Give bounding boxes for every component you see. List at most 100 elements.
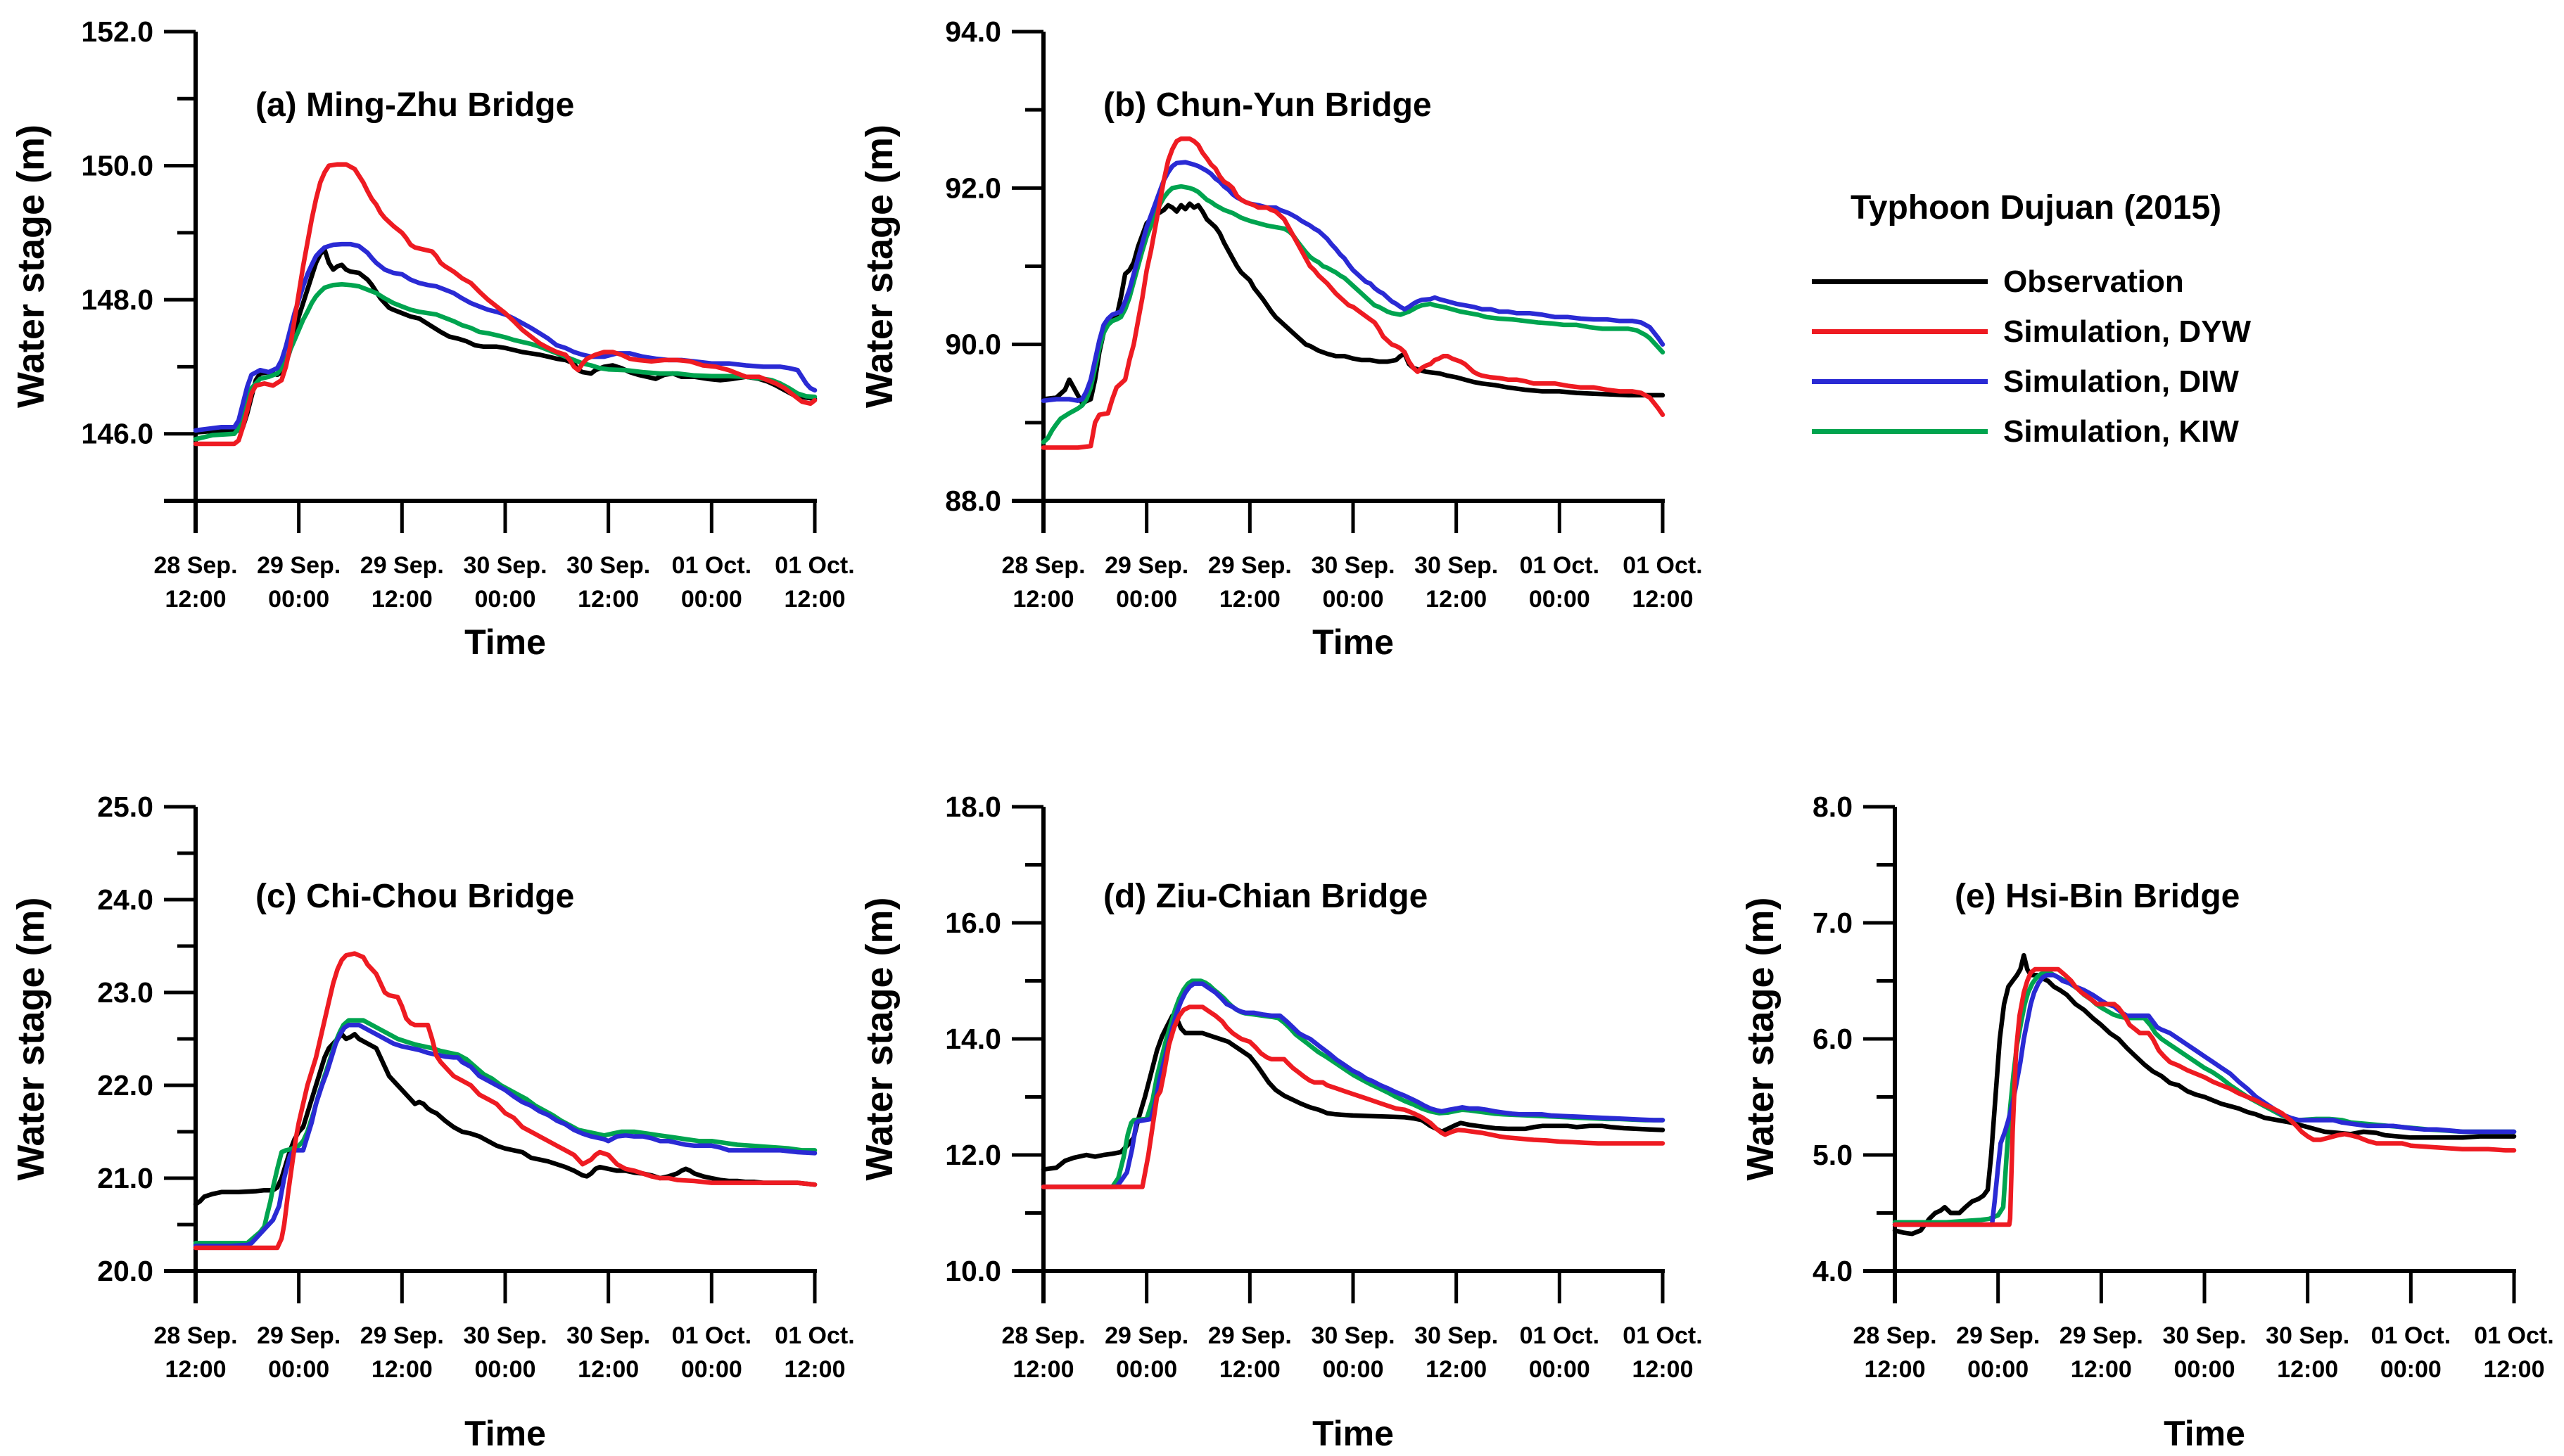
y-tick-label: 12.0 — [945, 1139, 1001, 1171]
y-tick-label: 146.0 — [81, 418, 153, 450]
x-tick-date: 01 Oct. — [1520, 552, 1599, 579]
y-tick-label: 25.0 — [97, 791, 153, 823]
x-tick-date: 29 Sep. — [257, 552, 341, 579]
x-tick-date: 01 Oct. — [775, 552, 854, 579]
x-tick-time: 12:00 — [165, 586, 227, 613]
x-tick-time: 00:00 — [1323, 1356, 1384, 1383]
x-axis-title: Time — [1312, 1414, 1394, 1453]
x-tick-time: 00:00 — [1323, 586, 1384, 613]
legend-swatch-line — [1812, 379, 1988, 384]
series-simulation-kiw — [1041, 978, 1665, 1189]
y-axis-title: Water stage (m) — [858, 897, 901, 1180]
chart-c: 20.0 21.0 22.0 23.0 24.0 25.0 28 Sep. 12:00 29 S… — [10, 791, 855, 1453]
legend-title: Typhoon Dujuan (2015) — [1851, 189, 2222, 226]
x-tick-time: 12:00 — [2277, 1356, 2338, 1383]
x-tick-date: 29 Sep. — [360, 552, 444, 579]
legend-swatch-line — [1812, 279, 1988, 284]
y-tick-label: 150.0 — [81, 150, 153, 182]
x-tick-time: 12:00 — [578, 586, 639, 613]
y-tick-label: 148.0 — [81, 283, 153, 316]
x-tick-date: 28 Sep. — [1001, 1322, 1085, 1349]
legend-item-label: Simulation, DIW — [2003, 364, 2239, 399]
x-axis-title: Time — [464, 622, 546, 662]
y-tick-label: 152.0 — [81, 15, 153, 48]
y-tick-label: 24.0 — [97, 883, 153, 916]
x-tick-date: 01 Oct. — [1623, 1322, 1702, 1349]
y-tick-label: 16.0 — [945, 907, 1001, 939]
x-tick-date: 01 Oct. — [1520, 1322, 1599, 1349]
series-simulation-kiw — [193, 1018, 818, 1246]
chart-title: (e) Hsi-Bin Bridge — [1955, 878, 2240, 915]
x-tick-date: 01 Oct. — [2371, 1322, 2451, 1349]
x-tick-date: 29 Sep. — [360, 1322, 444, 1349]
x-tick-date: 30 Sep. — [463, 1322, 547, 1349]
x-tick-time: 12:00 — [1865, 1356, 1926, 1383]
series-observation — [193, 1032, 818, 1207]
x-tick-time: 00:00 — [1529, 1356, 1590, 1383]
series-simulation-kiw — [1041, 184, 1665, 445]
x-tick-time: 00:00 — [1529, 586, 1590, 613]
legend-items: Observation Simulation, DYW Simulation, DI… — [1801, 257, 2435, 456]
legend-item: Simulation, DIW — [1801, 357, 2435, 407]
y-tick-label: 20.0 — [97, 1255, 153, 1287]
y-tick-label: 5.0 — [1813, 1139, 1853, 1171]
x-tick-date: 30 Sep. — [1311, 1322, 1395, 1349]
y-tick-label: 7.0 — [1813, 907, 1853, 939]
y-tick-label: 90.0 — [945, 328, 1001, 361]
x-tick-time: 12:00 — [1632, 586, 1694, 613]
chart-a: 146.0 148.0 150.0 152.0 28 Sep. 12:00 29 Sep. 0… — [10, 15, 855, 662]
legend-item: Simulation, KIW — [1801, 407, 2435, 456]
series-simulation-dyw — [193, 162, 818, 447]
x-tick-date: 01 Oct. — [672, 1322, 751, 1349]
x-tick-date: 28 Sep. — [153, 552, 237, 579]
series-simulation-dyw — [1041, 136, 1665, 450]
chart-title: (d) Ziu-Chian Bridge — [1103, 878, 1428, 915]
x-tick-time: 00:00 — [1116, 1356, 1177, 1383]
legend-item-label: Simulation, KIW — [2003, 414, 2239, 449]
series-simulation-dyw — [1892, 966, 2517, 1227]
x-tick-time: 12:00 — [1013, 1356, 1074, 1383]
y-tick-label: 8.0 — [1813, 791, 1853, 823]
x-tick-time: 12:00 — [1219, 586, 1281, 613]
legend-item-label: Observation — [2003, 264, 2184, 299]
x-tick-time: 00:00 — [1967, 1356, 2029, 1383]
x-tick-date: 30 Sep. — [566, 552, 650, 579]
legend-item: Simulation, DYW — [1801, 307, 2435, 357]
chart-title: (b) Chun-Yun Bridge — [1103, 87, 1432, 124]
x-tick-time: 12:00 — [785, 1356, 846, 1383]
x-tick-time: 12:00 — [1219, 1356, 1281, 1383]
x-tick-time: 12:00 — [165, 1356, 227, 1383]
x-tick-date: 30 Sep. — [1414, 1322, 1498, 1349]
chart-b: 88.0 90.0 92.0 94.0 28 Sep. 12:00 29 Sep. 00:00… — [858, 15, 1703, 662]
x-tick-date: 28 Sep. — [153, 1322, 237, 1349]
legend-item-label: Simulation, DYW — [2003, 314, 2251, 349]
x-tick-time: 00:00 — [268, 1356, 329, 1383]
x-tick-date: 29 Sep. — [1208, 1322, 1292, 1349]
y-tick-label: 21.0 — [97, 1162, 153, 1194]
legend: Typhoon Dujuan (2015) Observation Simulat… — [1801, 189, 2435, 456]
series-observation — [1041, 201, 1665, 406]
x-tick-date: 30 Sep. — [2162, 1322, 2246, 1349]
x-tick-time: 12:00 — [785, 586, 846, 613]
x-axis-title: Time — [2164, 1414, 2245, 1453]
y-tick-label: 22.0 — [97, 1069, 153, 1101]
x-tick-date: 29 Sep. — [1956, 1322, 2040, 1349]
series-simulation-diw — [1041, 981, 1665, 1189]
y-tick-label: 6.0 — [1813, 1023, 1853, 1055]
x-tick-time: 12:00 — [1426, 586, 1487, 613]
x-tick-time: 12:00 — [1426, 1356, 1487, 1383]
x-tick-date: 29 Sep. — [1208, 552, 1292, 579]
series-simulation-dyw — [193, 951, 818, 1251]
y-tick-label: 10.0 — [945, 1255, 1001, 1287]
legend-item: Observation — [1801, 257, 2435, 307]
chart-e: 4.0 5.0 6.0 7.0 8.0 28 Sep. 12:00 29 Sep. 00:00 2… — [1739, 791, 2554, 1453]
series-observation — [1041, 1013, 1665, 1172]
x-tick-date: 30 Sep. — [463, 552, 547, 579]
legend-swatch-line — [1812, 429, 1988, 434]
x-tick-time: 12:00 — [2484, 1356, 2545, 1383]
x-tick-date: 29 Sep. — [1105, 552, 1188, 579]
x-tick-time: 00:00 — [2174, 1356, 2235, 1383]
chart-title: (c) Chi-Chou Bridge — [255, 878, 574, 915]
x-tick-time: 00:00 — [268, 586, 329, 613]
